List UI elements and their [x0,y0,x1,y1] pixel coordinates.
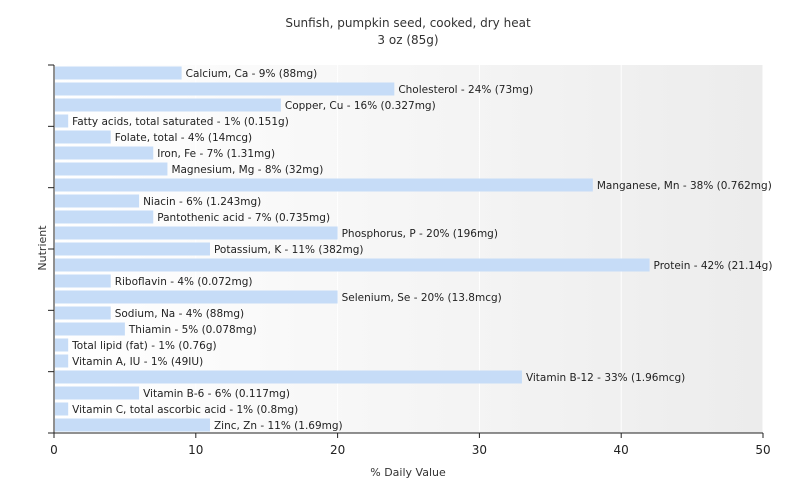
bar-label: Cholesterol - 24% (73mg) [398,84,533,96]
bar [55,306,111,320]
x-tick-label: 20 [330,443,345,457]
bar [55,402,69,416]
bar [55,370,522,384]
bar [55,274,111,288]
bar-label: Fatty acids, total saturated - 1% (0.151… [72,116,289,128]
x-tick-label: 50 [755,443,770,457]
bar-label: Folate, total - 4% (14mcg) [115,132,252,144]
bar-label: Magnesium, Mg - 8% (32mg) [171,164,323,176]
bar [55,354,69,368]
chart-subtitle: 3 oz (85g) [377,33,438,47]
bar [55,162,168,176]
bar [55,242,210,256]
bar [55,258,650,272]
x-tick-label: 0 [50,443,58,457]
y-axis-label: Nutrient [36,225,49,271]
x-tick-label: 10 [188,443,203,457]
x-tick-label: 30 [472,443,487,457]
bar [55,146,154,160]
bar-label: Calcium, Ca - 9% (88mg) [186,68,318,80]
bar [55,98,281,112]
bar-label: Zinc, Zn - 11% (1.69mg) [214,420,343,432]
bar-label: Vitamin A, IU - 1% (49IU) [72,356,203,368]
x-tick-label: 40 [614,443,629,457]
bar [55,322,125,336]
bar-label: Sodium, Na - 4% (88mg) [115,308,244,320]
bar-label: Protein - 42% (21.14g) [654,260,773,272]
bar-label: Vitamin B-12 - 33% (1.96mcg) [526,372,685,384]
bar [55,178,593,192]
bar-label: Pantothenic acid - 7% (0.735mg) [157,212,330,224]
bar-label: Riboflavin - 4% (0.072mg) [115,276,253,288]
bar-label: Iron, Fe - 7% (1.31mg) [157,148,275,160]
bar [55,194,140,208]
bar [55,418,210,432]
bar-label: Total lipid (fat) - 1% (0.76g) [71,340,216,352]
bar-label: Manganese, Mn - 38% (0.762mg) [597,180,772,192]
bar [55,114,69,128]
bar [55,66,182,80]
bar [55,290,338,304]
bar [55,226,338,240]
plot-area: Calcium, Ca - 9% (88mg) Cholesterol - 24%… [48,64,773,457]
bar-label: Niacin - 6% (1.243mg) [143,196,261,208]
bar-label: Phosphorus, P - 20% (196mg) [342,228,498,240]
bar [55,210,154,224]
bar-label: Potassium, K - 11% (382mg) [214,244,364,256]
bar-label: Vitamin C, total ascorbic acid - 1% (0.8… [72,404,298,416]
bar-label: Copper, Cu - 16% (0.327mg) [285,100,436,112]
bar [55,130,111,144]
bar-label: Selenium, Se - 20% (13.8mcg) [342,292,502,304]
bar [55,82,395,96]
chart-title: Sunfish, pumpkin seed, cooked, dry heat [285,16,531,30]
bar-label: Thiamin - 5% (0.078mg) [128,324,257,336]
x-axis-label: % Daily Value [370,466,446,479]
bar-label: Vitamin B-6 - 6% (0.117mg) [143,388,290,400]
bar [55,386,140,400]
bar [55,338,69,352]
